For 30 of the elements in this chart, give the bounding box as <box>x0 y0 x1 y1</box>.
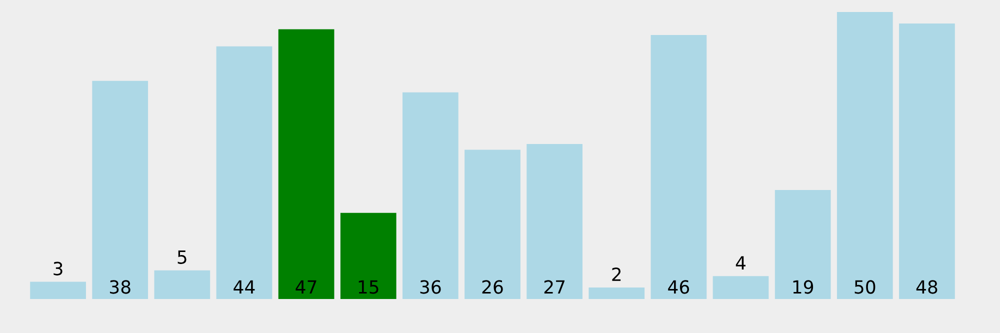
data-label: 15 <box>358 280 378 294</box>
data-label: 36 <box>420 280 441 294</box>
data-label: 50 <box>854 280 876 294</box>
bar <box>216 46 272 300</box>
data-label: 5 <box>178 250 186 264</box>
bar <box>464 150 520 300</box>
bar <box>712 276 769 300</box>
bar <box>774 190 831 300</box>
bar <box>526 144 582 300</box>
data-label: 3 <box>54 262 62 276</box>
bar <box>836 12 893 300</box>
data-label: 44 <box>234 280 255 294</box>
bar <box>650 34 707 300</box>
bar <box>30 282 86 300</box>
data-label: 26 <box>482 280 503 294</box>
data-label: 47 <box>296 280 316 294</box>
data-label: 4 <box>736 256 746 270</box>
data-label: 46 <box>668 280 690 294</box>
data-label: 19 <box>793 280 814 294</box>
data-label: 38 <box>110 280 130 294</box>
data-label: 48 <box>916 280 938 294</box>
bar <box>92 80 148 300</box>
bar <box>402 92 458 300</box>
data-label: 2 <box>612 268 621 281</box>
bar <box>278 29 334 300</box>
bar <box>588 288 645 300</box>
bar <box>899 23 955 300</box>
data-label: 27 <box>544 280 565 294</box>
bar <box>340 212 396 300</box>
bar <box>154 270 210 300</box>
